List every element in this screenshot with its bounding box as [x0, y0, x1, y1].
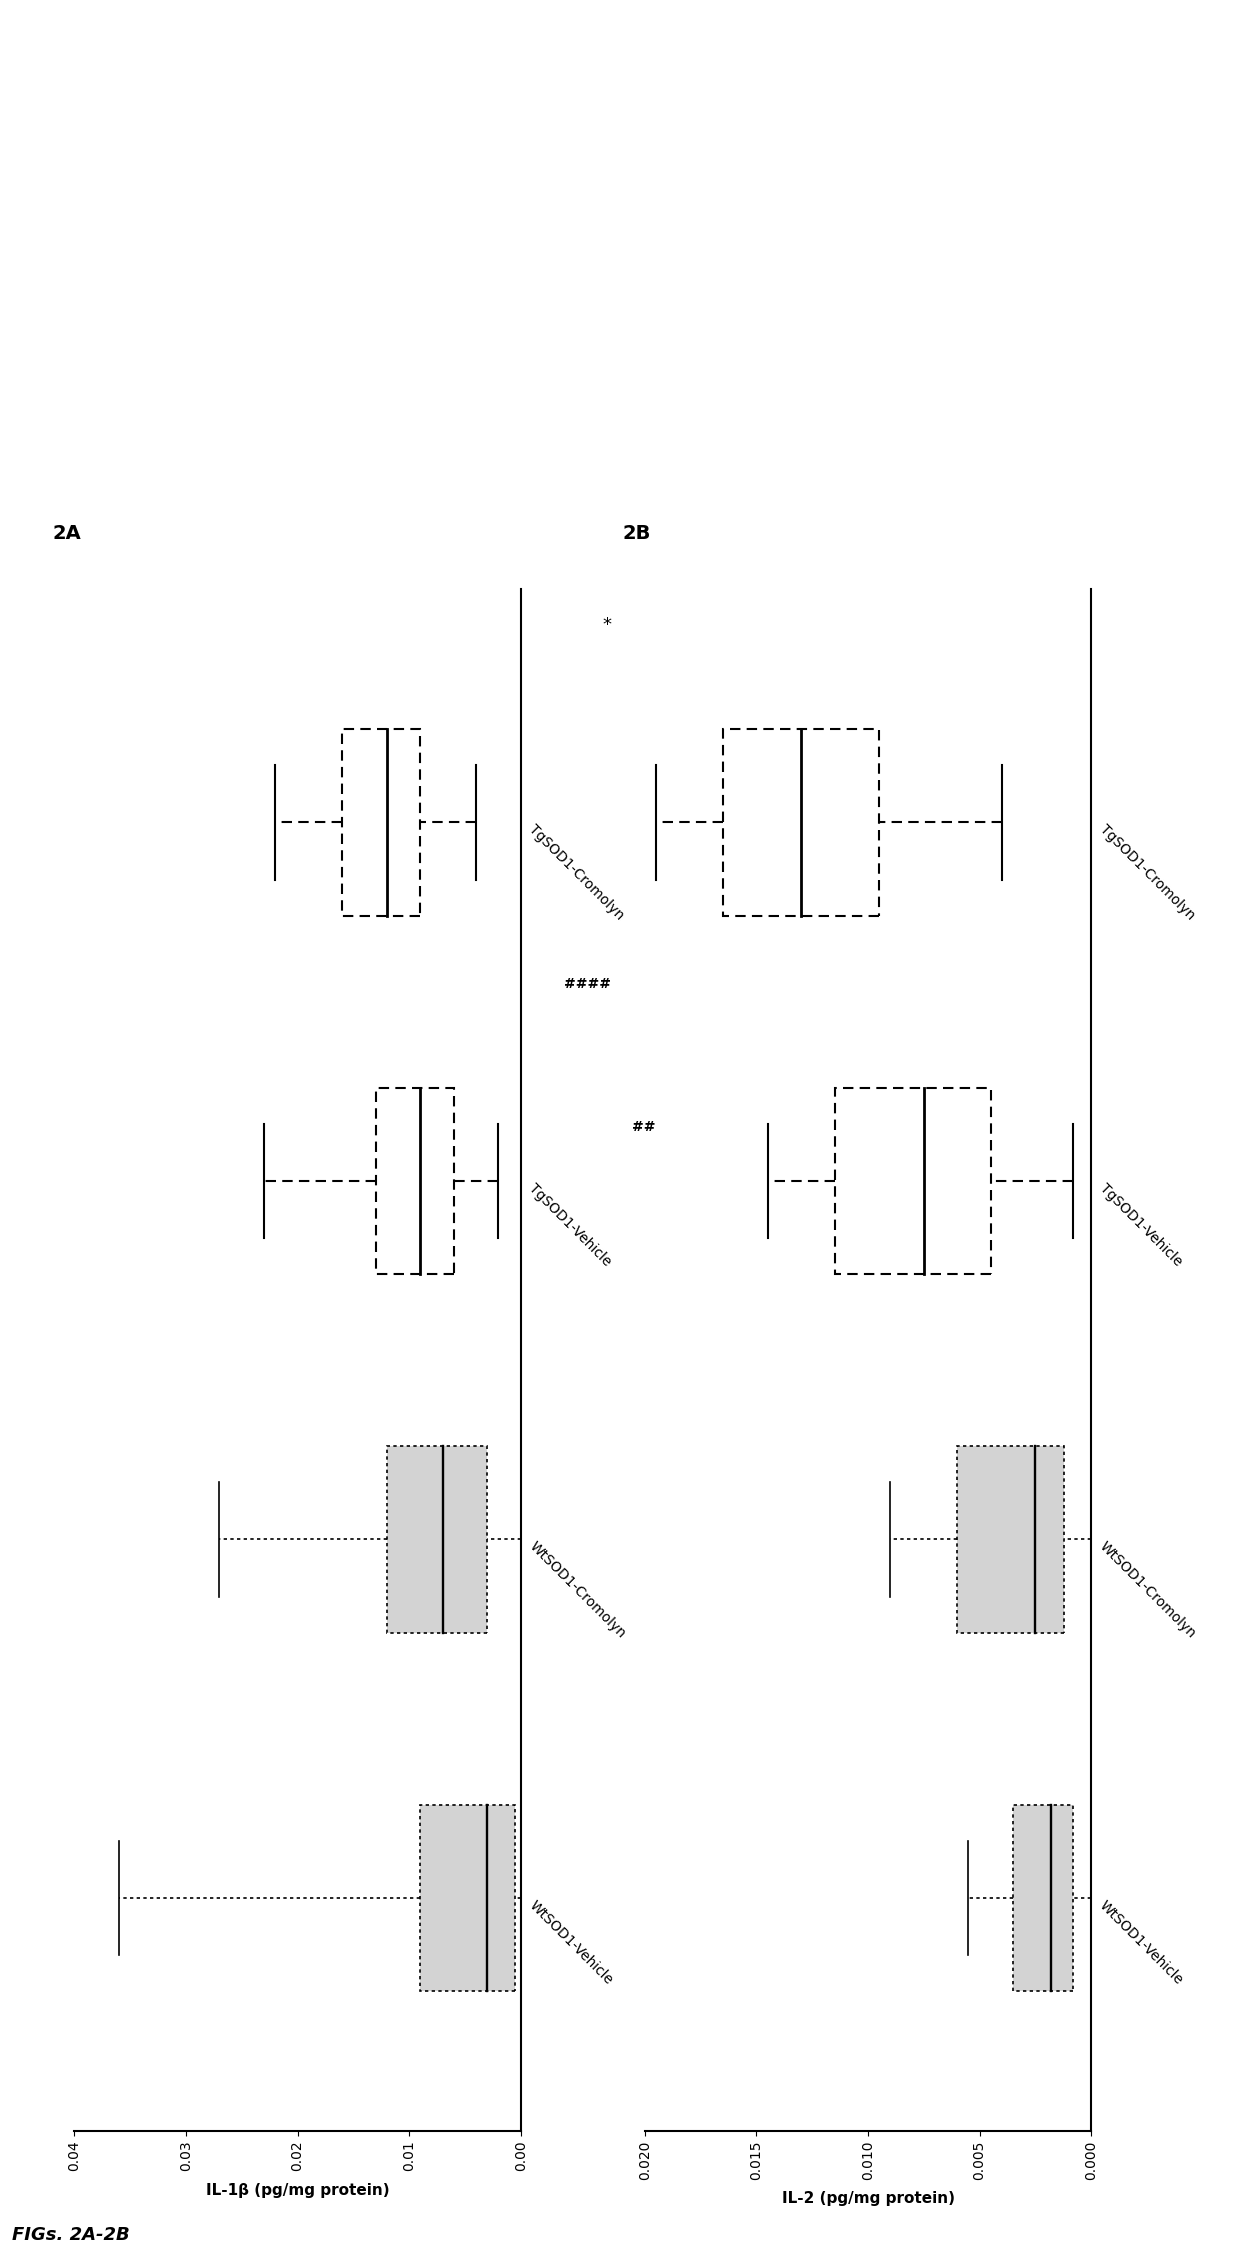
Bar: [387, 1446, 487, 1632]
Text: FIGs. 2A-2B: FIGs. 2A-2B: [12, 2226, 130, 2244]
Bar: [835, 1088, 991, 1274]
Bar: [420, 1805, 515, 1990]
Text: ##: ##: [632, 1120, 656, 1134]
Bar: [957, 1446, 1064, 1632]
Bar: [342, 730, 420, 916]
Text: 2B: 2B: [622, 524, 651, 544]
Bar: [1013, 1805, 1074, 1990]
Bar: [376, 1088, 454, 1274]
Text: ####: ####: [564, 977, 611, 991]
Text: *: *: [603, 617, 611, 635]
Bar: [723, 730, 879, 916]
Text: 2A: 2A: [52, 524, 81, 544]
X-axis label: IL-2 (pg/mg protein): IL-2 (pg/mg protein): [781, 2192, 955, 2206]
X-axis label: IL-1β (pg/mg protein): IL-1β (pg/mg protein): [206, 2183, 389, 2197]
